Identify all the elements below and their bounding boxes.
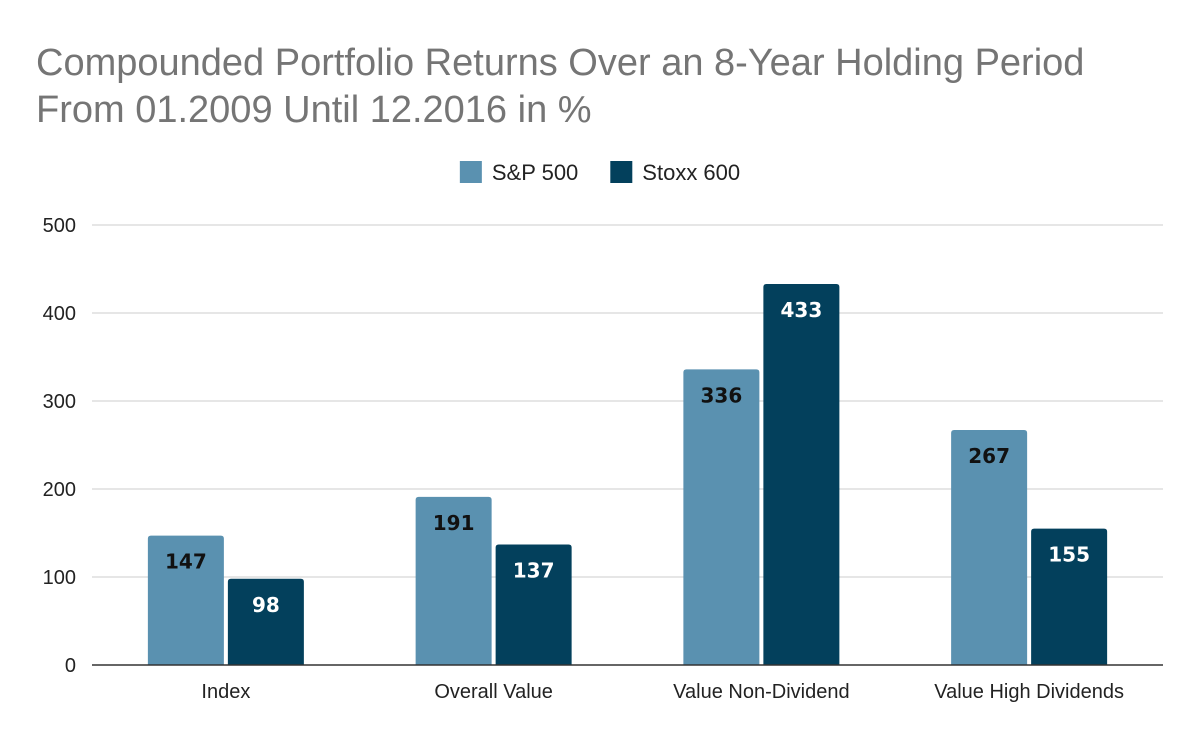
legend-swatch <box>459 161 482 183</box>
bar <box>951 430 1028 665</box>
bar <box>763 283 840 665</box>
bar <box>415 496 492 665</box>
data-label: 267 <box>968 444 1010 468</box>
bar <box>1031 528 1108 665</box>
y-axis-ticks: 0 100 200 300 400 500 <box>43 215 76 677</box>
data-labels: 147 98 191 137 336 433 267 155 <box>165 298 1090 617</box>
x-category-label: Index <box>201 681 250 703</box>
y-tick-label: 400 <box>43 303 76 325</box>
y-tick-label: 500 <box>43 215 76 237</box>
data-label: 336 <box>701 383 743 407</box>
x-category-label: Value Non-Dividend <box>673 681 849 703</box>
y-tick-label: 200 <box>43 479 76 501</box>
data-label: 155 <box>1048 543 1090 567</box>
bar <box>683 369 760 665</box>
bars <box>147 283 1108 665</box>
data-label: 98 <box>252 593 280 617</box>
x-category-label: Value High Dividends <box>934 681 1124 703</box>
bar <box>227 578 304 665</box>
data-label: 137 <box>513 558 555 582</box>
bar <box>495 544 572 665</box>
chart-title: Compounded Portfolio Returns Over an 8-Y… <box>36 42 1085 131</box>
y-tick-label: 0 <box>65 655 76 677</box>
data-label: 433 <box>781 298 823 322</box>
data-label: 191 <box>433 511 475 535</box>
legend-swatch <box>610 161 633 183</box>
y-tick-label: 100 <box>43 567 76 589</box>
legend-label: Stoxx 600 <box>642 160 740 185</box>
x-category-label: Overall Value <box>434 681 553 703</box>
y-tick-label: 300 <box>43 391 76 413</box>
data-label: 147 <box>165 550 207 574</box>
legend-label: S&P 500 <box>492 160 578 185</box>
bar <box>147 535 224 665</box>
legend: S&P 500 Stoxx 600 <box>459 160 740 185</box>
x-axis-labels: Index Overall Value Value Non-Dividend Valu… <box>201 681 1124 703</box>
